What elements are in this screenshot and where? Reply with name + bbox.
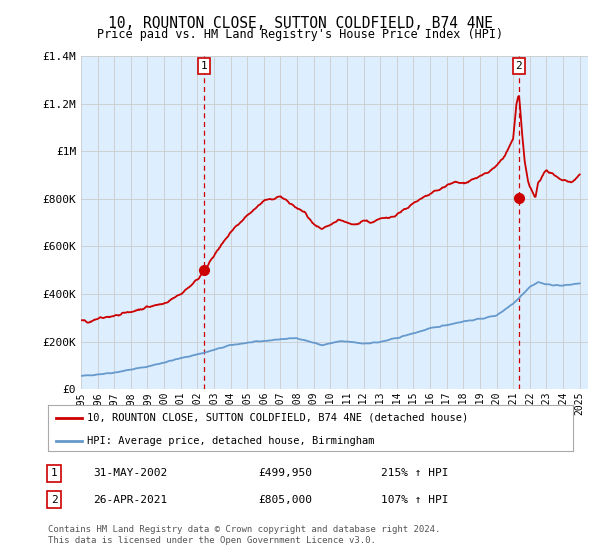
- Text: 2: 2: [50, 494, 58, 505]
- Text: £805,000: £805,000: [258, 494, 312, 505]
- Text: 10, ROUNTON CLOSE, SUTTON COLDFIELD, B74 4NE (detached house): 10, ROUNTON CLOSE, SUTTON COLDFIELD, B74…: [88, 413, 469, 423]
- Text: £499,950: £499,950: [258, 468, 312, 478]
- Text: HPI: Average price, detached house, Birmingham: HPI: Average price, detached house, Birm…: [88, 436, 375, 446]
- Text: 31-MAY-2002: 31-MAY-2002: [93, 468, 167, 478]
- Text: Price paid vs. HM Land Registry's House Price Index (HPI): Price paid vs. HM Land Registry's House …: [97, 28, 503, 41]
- Text: 1: 1: [50, 468, 58, 478]
- Text: 10, ROUNTON CLOSE, SUTTON COLDFIELD, B74 4NE: 10, ROUNTON CLOSE, SUTTON COLDFIELD, B74…: [107, 16, 493, 31]
- Text: 215% ↑ HPI: 215% ↑ HPI: [381, 468, 449, 478]
- Text: Contains HM Land Registry data © Crown copyright and database right 2024.
This d: Contains HM Land Registry data © Crown c…: [48, 525, 440, 545]
- Text: 2: 2: [515, 61, 522, 71]
- Text: 1: 1: [201, 61, 208, 71]
- Text: 26-APR-2021: 26-APR-2021: [93, 494, 167, 505]
- Text: 107% ↑ HPI: 107% ↑ HPI: [381, 494, 449, 505]
